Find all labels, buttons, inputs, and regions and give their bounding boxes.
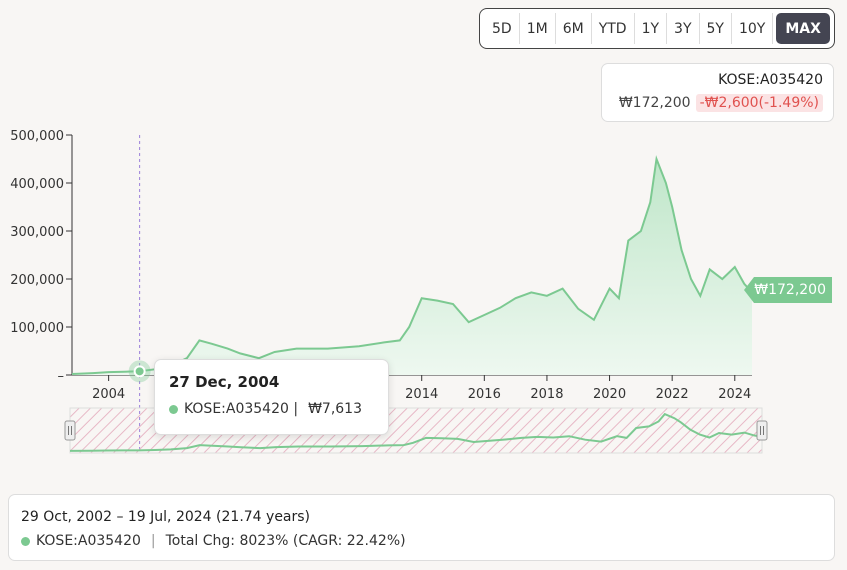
range-button-1y[interactable]: 1Y [635,13,668,44]
highlight-point [133,365,146,378]
price-line [71,155,753,375]
summary-series-line: KOSE:A035420 | Total Chg: 8023% (CAGR: 2… [21,533,822,549]
price-area [72,159,752,375]
navigator-right-handle[interactable] [756,420,768,441]
x-tick-label: 2014 [405,387,438,402]
y-tick-label: – [58,369,65,384]
quote-price: ₩172,200 [618,95,691,111]
range-button-6m[interactable]: 6M [556,13,592,44]
range-button-max[interactable]: MAX [776,13,830,44]
navigator-line [69,412,763,452]
y-tick-label: 400,000 [10,177,64,192]
quote-change: -₩2,600(-1.49%) [695,94,823,112]
navigator-left-handle[interactable] [64,420,76,441]
range-button-ytd[interactable]: YTD [592,13,635,44]
x-tick-label: 2024 [718,387,751,402]
series-dot-icon [21,536,30,546]
y-tick-label: 300,000 [10,225,64,240]
x-tick-label: 2022 [656,387,689,402]
x-tick-label: 2016 [468,387,501,402]
y-tick-label: 100,000 [10,321,64,336]
tooltip-series-name: KOSE:A035420 | [184,401,299,417]
range-button-3y[interactable]: 3Y [667,13,700,44]
range-button-5d[interactable]: 5D [485,13,520,44]
x-tick-label: 2018 [530,387,563,402]
x-tick-label: 2020 [593,387,626,402]
summary-change: Total Chg: 8023% (CAGR: 22.42%) [165,533,406,549]
x-tick-label: 2004 [92,387,125,402]
range-button-10y[interactable]: 10Y [732,13,774,44]
summary-panel: 29 Oct, 2002 – 19 Jul, 2024 (21.74 years… [8,494,835,561]
last-price-flag: ₩172,200 [744,277,832,303]
tooltip-value: ₩7,613 [308,401,362,417]
range-button-5y[interactable]: 5Y [700,13,732,44]
y-tick-label: 500,000 [10,129,64,144]
quote-ticker: KOSE:A035420 [718,72,823,88]
summary-separator: | [150,533,156,549]
quote-card: KOSE:A035420 ₩172,200 -₩2,600(-1.49%) [601,63,834,122]
tooltip-series: KOSE:A035420 | ₩7,613 [169,401,374,417]
summary-series-name: KOSE:A035420 [36,533,141,549]
tooltip-date: 27 Dec, 2004 [169,373,280,391]
time-range-selector: 5D 1M 6M YTD 1Y 3Y 5Y 10Y MAX [479,8,835,49]
y-tick-label: 200,000 [10,273,64,288]
price-chart[interactable]: 500,000 400,000 300,000 200,000 100,000 – 2004… [0,0,847,470]
series-dot-icon [169,404,178,414]
range-button-1m[interactable]: 1M [520,13,556,44]
quote-line: ₩172,200 -₩2,600(-1.49%) [612,94,823,112]
chart-tooltip: 27 Dec, 2004 KOSE:A035420 | ₩7,613 [154,359,389,435]
summary-range: 29 Oct, 2002 – 19 Jul, 2024 (21.74 years… [21,509,311,525]
